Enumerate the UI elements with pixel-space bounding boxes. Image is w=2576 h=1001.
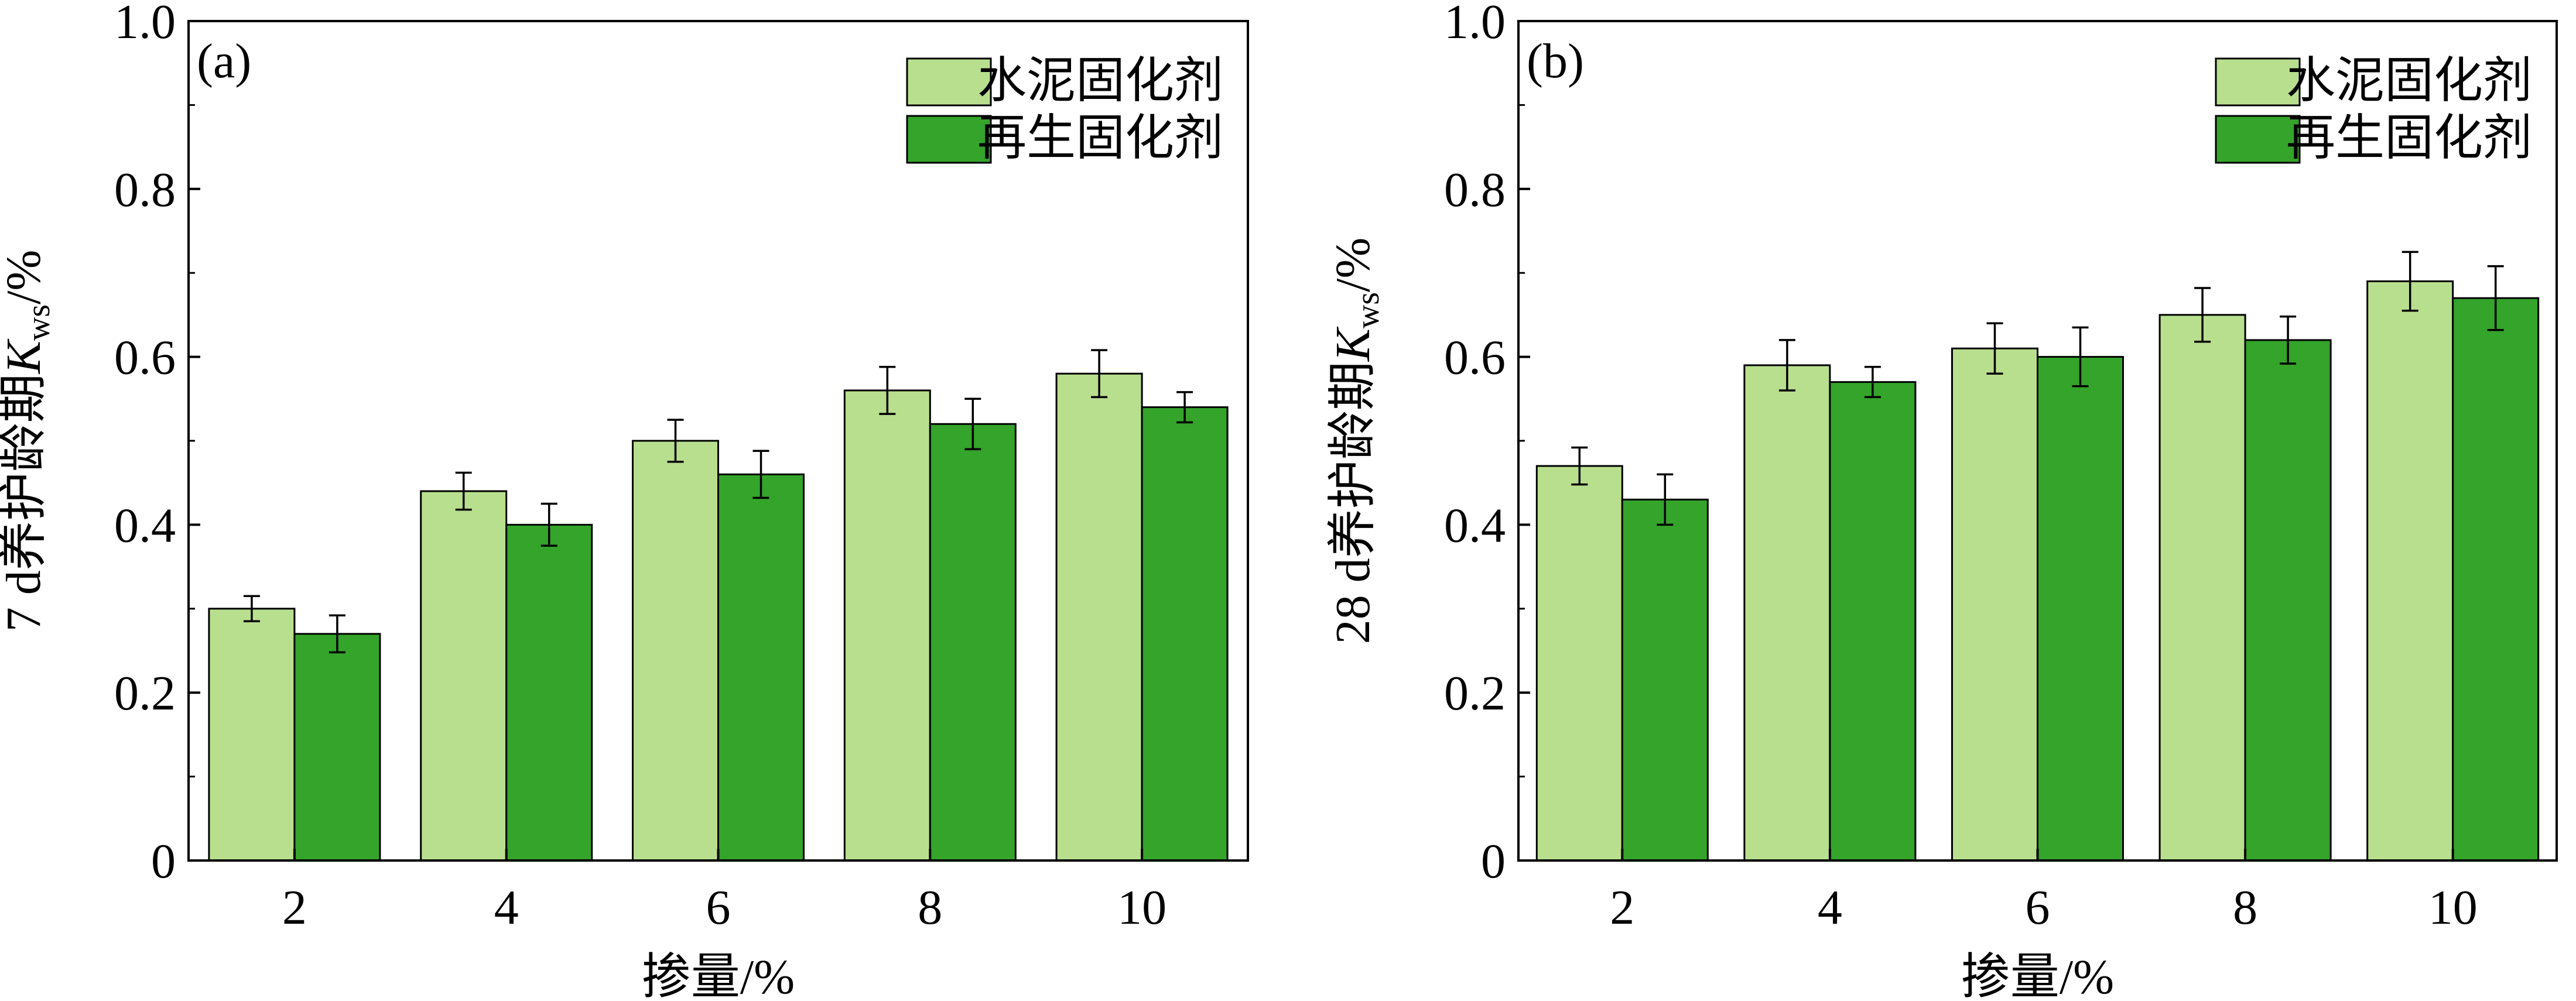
x-tick-label: 2: [282, 880, 307, 935]
error-bar-cement-2: [243, 595, 260, 623]
error-bar-cement-6: [667, 419, 684, 463]
panel-b: 0 0.2 0.4 0.6 0.8 1.0 2 4 6 8 10 掺量/% 28 d养护龄期Kws/% (…: [1326, 0, 2558, 1001]
y-tick-label: 0: [1481, 834, 1506, 889]
y-tick-label: 0.2: [114, 666, 176, 721]
bar-cement-8: [843, 389, 931, 862]
error-bar-cement-10: [1091, 349, 1108, 399]
y-tick-label: 1.0: [114, 0, 176, 49]
y-tick-label: 0.4: [1444, 498, 1506, 553]
bar-recycled-8: [929, 423, 1017, 862]
bar-cement-10: [2366, 280, 2454, 862]
error-bar-cement-6: [1986, 322, 2003, 375]
x-axis-title: 掺量/%: [642, 950, 795, 1001]
error-bar-recycled-2: [1657, 473, 1674, 526]
error-bar-recycled-2: [329, 614, 345, 654]
bar-recycled-2: [293, 633, 381, 862]
x-tick-label: 10: [2428, 880, 2478, 935]
x-tick-label: 2: [1610, 880, 1634, 935]
bar-cement-8: [2158, 314, 2246, 862]
y-tick-label: 0.2: [1444, 666, 1506, 721]
legend-entry-cement: 水泥固化剂: [2215, 54, 2532, 108]
x-tick-label: 4: [1818, 880, 1842, 935]
error-bar-recycled-4: [1864, 366, 1881, 399]
error-bar-cement-8: [2194, 287, 2211, 343]
legend-label: 水泥固化剂: [2286, 54, 2532, 108]
error-bar-cement-8: [879, 366, 896, 415]
legend-entry-recycled: 再生固化剂: [906, 111, 1223, 166]
y-axis-title: 28 d养护龄期Kws/%: [1326, 238, 1386, 645]
error-bar-cement-4: [455, 471, 472, 511]
x-tick-label: 6: [2026, 880, 2050, 935]
legend-swatch: [2215, 57, 2301, 107]
x-tick-label: 10: [1117, 880, 1166, 935]
bar-recycled-4: [505, 523, 593, 862]
bar-cement-6: [1951, 347, 2038, 862]
error-bar-recycled-10: [1176, 391, 1193, 424]
bar-cement-2: [208, 608, 296, 862]
bar-recycled-6: [717, 473, 805, 862]
y-tick-label: 0.8: [114, 163, 176, 217]
y-axis-title: 7 d养护龄期Kws/%: [0, 250, 57, 632]
bar-cement-6: [632, 440, 719, 862]
x-axis-title: 掺量/%: [1961, 950, 2114, 1001]
error-bar-recycled-6: [2072, 326, 2089, 388]
bar-recycled-10: [1141, 406, 1229, 862]
bar-cement-4: [1743, 364, 1831, 862]
y-tick-label: 0.4: [114, 498, 176, 553]
bar-recycled-8: [2244, 339, 2332, 862]
legend-label: 水泥固化剂: [977, 54, 1223, 108]
legend-label: 再生固化剂: [2286, 111, 2532, 166]
error-bar-recycled-8: [2280, 316, 2297, 365]
panel-label: (a): [197, 34, 251, 88]
legend-entry-cement: 水泥固化剂: [906, 54, 1223, 108]
panel-a: 0 0.2 0.4 0.6 0.8 1.0 2 4 6 8 10 掺量/% 7 d养护龄期Kws/% (a…: [0, 0, 1249, 1001]
x-tick-label: 4: [494, 880, 519, 935]
legend-entry-recycled: 再生固化剂: [2215, 111, 2532, 166]
error-bar-recycled-4: [540, 502, 557, 547]
bar-cement-4: [420, 490, 508, 862]
error-bar-cement-4: [1778, 339, 1795, 392]
y-tick-label: 0.8: [1444, 163, 1506, 217]
y-tick-label: 1.0: [1444, 0, 1506, 49]
legend-swatch: [906, 57, 992, 107]
error-bar-cement-2: [1571, 446, 1588, 486]
bar-recycled-2: [1621, 498, 1709, 862]
y-tick-label: 0.6: [114, 331, 176, 385]
bar-cement-10: [1055, 372, 1143, 862]
bar-recycled-6: [2037, 356, 2124, 862]
error-bar-recycled-6: [752, 450, 769, 499]
bar-recycled-4: [1829, 381, 1917, 862]
panel-label: (b): [1527, 34, 1584, 88]
x-tick-label: 8: [918, 880, 942, 935]
error-bar-cement-10: [2401, 251, 2418, 312]
error-bar-recycled-8: [964, 397, 981, 451]
error-bar-recycled-10: [2487, 265, 2504, 331]
y-tick-label: 0: [151, 834, 176, 889]
bar-cement-2: [1535, 465, 1623, 862]
legend-label: 再生固化剂: [977, 111, 1223, 166]
y-tick-label: 0.6: [1444, 331, 1506, 385]
bar-recycled-10: [2452, 297, 2540, 862]
x-tick-label: 6: [706, 880, 731, 935]
x-tick-label: 8: [2233, 880, 2257, 935]
legend-swatch: [2215, 115, 2301, 164]
legend-swatch: [906, 115, 992, 164]
